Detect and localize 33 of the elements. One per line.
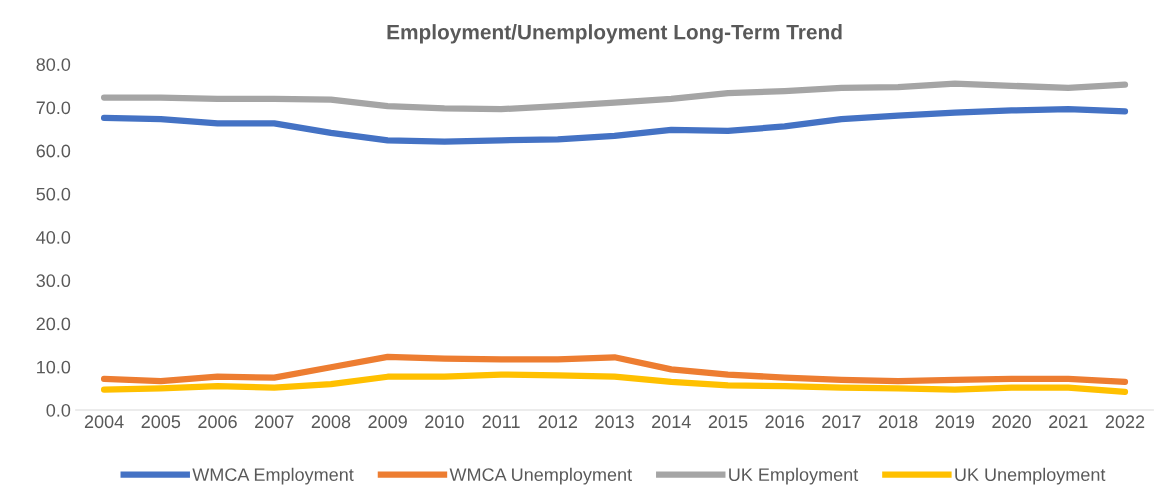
x-tick-label: 2015 [708,415,748,429]
x-tick-label: 2011 [482,415,520,429]
x-tick-label: 2006 [198,415,237,429]
x-tick-label: 2005 [141,415,181,429]
legend-label: WMCA Unemployment [449,467,632,485]
x-tick-label: 2018 [878,415,918,429]
x-tick-label: 2017 [822,415,861,429]
x-tick-label: 2008 [311,415,351,429]
x-tick-label: 2004 [84,415,124,429]
x-tick-label: 2010 [425,415,464,429]
y-tick-label: 80.0 [36,58,71,71]
y-tick-label: 40.0 [36,231,71,244]
chart-title: Employment/Unemployment Long-Term Trend [387,24,842,44]
x-tick-label: 2009 [368,415,407,429]
x-tick-label: 2007 [255,415,294,429]
x-tick-label: 2012 [538,415,577,429]
x-tick-label: 2019 [935,415,975,429]
x-tick-label: 2016 [765,415,804,429]
x-tick-label: 2014 [652,415,691,429]
y-tick-label: 60.0 [36,144,71,158]
x-tick-label: 2022 [1105,415,1145,429]
legend-label: UK Employment [729,467,859,485]
x-tick-label: 2013 [595,415,634,429]
y-tick-label: 30.0 [36,274,71,288]
x-tick-label: 2020 [992,415,1031,429]
y-tick-label: 50.0 [36,187,71,201]
legend-label: UK Unemployment [955,467,1106,485]
y-tick-label: 0.0 [46,403,71,417]
y-tick-label: 10.0 [37,360,71,374]
x-tick-label: 2021 [1049,415,1088,429]
y-tick-label: 20.0 [36,317,71,331]
legend-label: WMCA Employment [192,467,354,485]
y-tick-label: 70.0 [36,101,71,115]
